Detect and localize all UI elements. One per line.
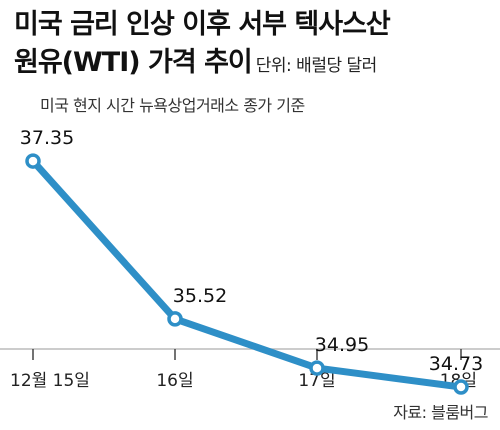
chart-title: 미국 금리 인상 이후 서부 텍사스산 원유(WTI) 가격 추이 단위: 배럴당… [14, 6, 391, 85]
data-point [167, 311, 183, 327]
data-label: 34.73 [429, 353, 483, 375]
x-tick-label: 17일 [298, 371, 335, 391]
title-line-1: 미국 금리 인상 이후 서부 텍사스산 [14, 9, 391, 40]
data-point [25, 153, 41, 169]
title-line-2-text: 원유(WTI) 가격 추이 [14, 47, 253, 78]
unit-label: 단위: 배럴당 달러 [255, 56, 378, 76]
data-label: 37.35 [20, 127, 74, 149]
x-tick-label: 16일 [156, 371, 193, 391]
data-label: 35.52 [173, 285, 227, 307]
series-line [29, 157, 465, 391]
x-tick-label: 12월 15일 [10, 371, 90, 391]
data-label: 34.95 [315, 334, 369, 356]
chart-subtitle: 미국 현지 시간 뉴욕상업거래소 종가 기준 [40, 96, 305, 115]
data-point [309, 360, 325, 376]
title-line-2: 원유(WTI) 가격 추이 단위: 배럴당 달러 [14, 44, 390, 85]
source-note: 자료: 블룸버그 [393, 403, 488, 422]
data-point [453, 379, 469, 395]
